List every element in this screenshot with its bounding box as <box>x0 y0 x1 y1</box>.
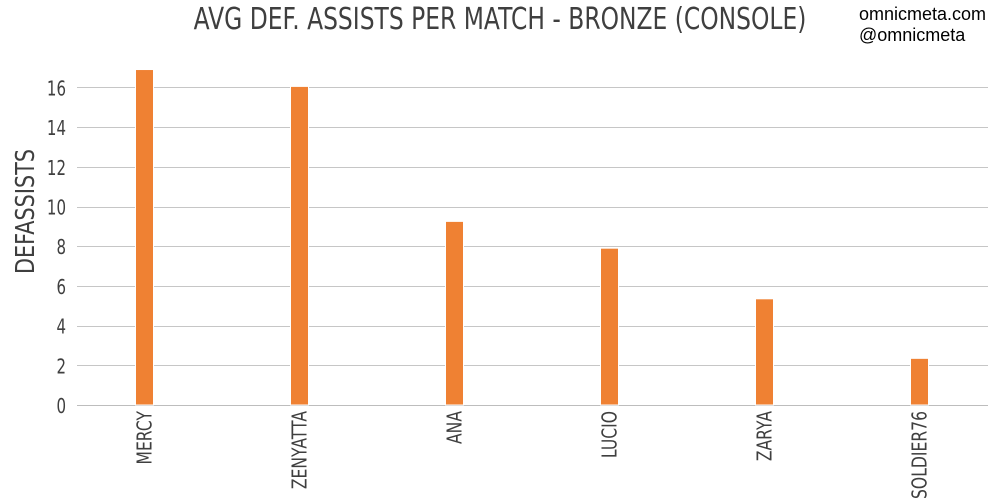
y-tick-label: 0 <box>56 396 66 419</box>
bar-zenyatta <box>290 85 309 406</box>
bar-soldier76 <box>910 357 929 406</box>
bar-ana <box>445 220 464 406</box>
y-tick-label: 16 <box>47 78 66 101</box>
x-tick-label: ZENYATTA <box>289 410 312 489</box>
x-tick-label: SOLDIER76 <box>909 411 932 499</box>
bar-zarya <box>755 298 774 406</box>
y-tick-label: 14 <box>47 118 66 141</box>
bar-lucio <box>600 247 619 406</box>
x-tick-labels: MERCY ZENYATTA ANA LUCIO ZARYA SOLDIER76 <box>134 410 932 499</box>
y-tick-label: 12 <box>47 158 66 181</box>
watermark: omnicmeta.com @omnicmeta <box>859 4 986 46</box>
y-tick-label: 4 <box>56 317 66 340</box>
y-tick-label: 6 <box>56 277 66 300</box>
watermark-site: omnicmeta.com <box>858 4 986 24</box>
grid-lines <box>77 87 988 406</box>
x-tick-label: ANA <box>444 410 467 444</box>
x-tick-label: LUCIO <box>599 411 622 458</box>
y-tick-label: 10 <box>47 198 66 221</box>
y-tick-label: 2 <box>56 356 66 379</box>
chart-title: AVG DEF. ASSISTS PER MATCH - BRONZE (CON… <box>193 2 807 37</box>
x-tick-label: MERCY <box>134 411 157 465</box>
bar-mercy <box>135 69 154 406</box>
y-tick-labels: 0 2 4 6 8 10 12 14 16 <box>47 78 66 418</box>
bars <box>135 69 929 406</box>
y-tick-label: 8 <box>56 237 66 260</box>
watermark-handle: @omnicmeta <box>858 25 966 45</box>
x-tick-label: ZARYA <box>754 410 777 461</box>
